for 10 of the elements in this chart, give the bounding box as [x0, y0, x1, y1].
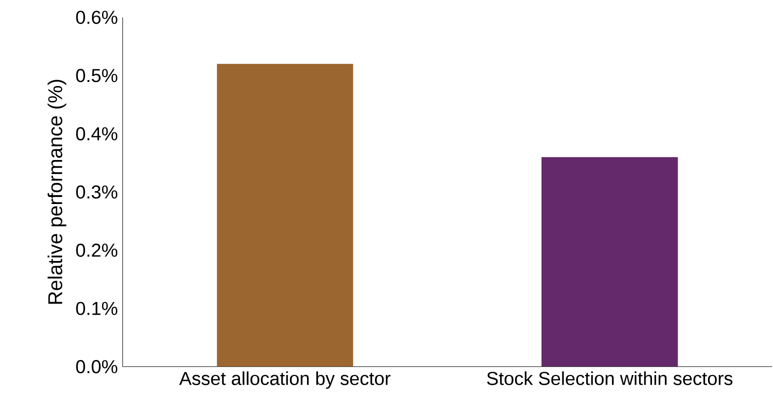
y-tick-label: 0.3% [76, 185, 118, 199]
y-tick-label: 0.1% [76, 302, 118, 316]
y-tick-label: 0.6% [76, 10, 118, 24]
x-tick-label: Stock Selection within sectors [487, 371, 732, 386]
x-tick-label: Asset allocation by sector [179, 371, 390, 389]
y-tick-label: 0.2% [76, 244, 118, 257]
y-tick-label: 0.5% [76, 68, 118, 82]
y-axis-title: Relative performance (%) [48, 80, 66, 304]
y-tick-label: 0.0% [76, 360, 118, 374]
y-tick-label: 0.4% [76, 127, 118, 140]
